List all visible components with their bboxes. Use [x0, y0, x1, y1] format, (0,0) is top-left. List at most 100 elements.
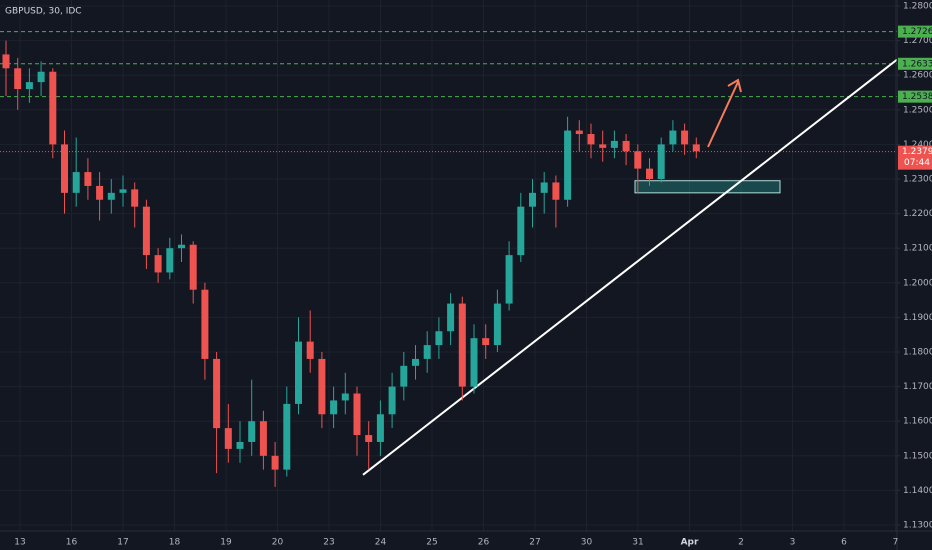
- countdown-label: 07:44: [904, 158, 930, 168]
- x-tick-label: 16: [66, 538, 78, 548]
- chart-title: GBPUSD, 30, IDC: [5, 7, 82, 17]
- y-tick-label: 1.2000: [903, 278, 932, 288]
- candle-body: [610, 140, 618, 148]
- x-tick-label: 3: [790, 538, 796, 548]
- y-tick-label: 1.2300: [903, 175, 932, 185]
- x-tick-label: 31: [632, 538, 643, 548]
- candle-body: [575, 130, 583, 135]
- candle-body: [107, 192, 115, 200]
- candle-body: [388, 386, 396, 415]
- x-tick-label: 2: [738, 538, 744, 548]
- x-tick-label: 23: [323, 538, 334, 548]
- candle-body: [318, 358, 326, 415]
- projection-arrow: [707, 78, 742, 148]
- candle-body: [423, 345, 431, 359]
- level-label-box: [898, 90, 932, 103]
- candle-body: [376, 414, 384, 442]
- candle-body: [213, 358, 221, 429]
- x-tick-label: 24: [375, 538, 387, 548]
- candle-body: [166, 248, 174, 273]
- candle-body: [669, 130, 677, 145]
- candle-body: [142, 206, 150, 256]
- candle-body: [14, 68, 22, 90]
- candle-body: [295, 341, 302, 404]
- x-tick-label: 27: [529, 538, 540, 548]
- candle-body: [37, 71, 45, 83]
- candle-body: [482, 338, 490, 346]
- y-tick-label: 1.2100: [903, 244, 932, 254]
- y-tick-label: 1.1400: [903, 486, 932, 496]
- y-tick-label: 1.2600: [903, 71, 932, 81]
- candle-body: [529, 192, 536, 207]
- y-tick-label: 1.1700: [903, 382, 932, 392]
- candle-body: [412, 358, 419, 366]
- current-price-label: 1.2379: [902, 147, 932, 157]
- y-tick-label: 1.2800: [903, 2, 932, 12]
- y-tick-label: 1.1900: [903, 313, 932, 323]
- x-tick-label: 17: [117, 538, 128, 548]
- candle-body: [692, 144, 700, 152]
- level-label-box: [898, 25, 932, 38]
- candle-body: [564, 130, 572, 200]
- candle-body: [458, 303, 466, 387]
- candle-body: [49, 71, 57, 145]
- x-tick-label: 6: [841, 538, 847, 548]
- candle-body: [681, 130, 689, 145]
- candle-body: [201, 289, 209, 359]
- plot: [0, 31, 898, 487]
- candle-body: [248, 421, 256, 442]
- level-label-box: [898, 57, 932, 70]
- y-tick-label: 1.2200: [903, 209, 932, 219]
- candle-body: [224, 428, 232, 449]
- x-tick-label: 13: [14, 538, 25, 548]
- candle-body: [435, 331, 443, 346]
- trendline: [362, 58, 898, 476]
- candle-body: [189, 244, 197, 290]
- current-price-box: [898, 145, 932, 170]
- candle-body: [178, 244, 185, 249]
- y-tick-label: 1.1500: [903, 451, 932, 461]
- candle-body: [330, 400, 338, 415]
- candle-body: [72, 172, 80, 193]
- y-tick-label: 1.2400: [903, 140, 932, 150]
- y-tick-label: 1.1800: [903, 348, 932, 358]
- candle-body: [2, 54, 10, 69]
- candle-body: [84, 172, 92, 186]
- support-zone: [634, 180, 781, 194]
- candle-body: [306, 341, 314, 359]
- candle-body: [236, 441, 244, 449]
- y-tick-label: 1.2500: [903, 105, 932, 115]
- candle-body: [365, 435, 373, 442]
- candle-body: [61, 144, 68, 193]
- x-tick-label: 7: [893, 538, 899, 548]
- candle-body: [154, 255, 162, 273]
- candle-body: [96, 185, 104, 200]
- candle-body: [599, 144, 607, 148]
- candle-body: [400, 365, 408, 387]
- y-tick-label: 1.1300: [903, 521, 932, 531]
- axes: 1.2800 1.2700 1.2600 1.2500 1.2400 1.2300 1.22…: [14, 2, 932, 548]
- candle-body: [540, 182, 548, 193]
- candle-body: [341, 393, 349, 401]
- candle-body: [493, 303, 501, 346]
- x-tick-label: 26: [478, 538, 490, 548]
- candle-body: [517, 206, 525, 256]
- candle-body: [447, 303, 455, 332]
- x-tick-label: 30: [581, 538, 593, 548]
- x-tick-label: 25: [426, 538, 437, 548]
- candle-body: [470, 338, 478, 387]
- y-tick-label: 1.2700: [903, 36, 932, 46]
- candle-body: [505, 255, 513, 304]
- level-label: 1.2538: [902, 92, 932, 102]
- candle-body: [657, 144, 665, 179]
- candle-body: [119, 189, 127, 193]
- candle-body: [587, 134, 595, 145]
- level-label: 1.2726: [902, 27, 932, 37]
- x-tick-label: Apr: [681, 538, 699, 548]
- candle-body: [353, 393, 361, 436]
- candle-body: [646, 168, 653, 179]
- candle-body: [622, 140, 630, 152]
